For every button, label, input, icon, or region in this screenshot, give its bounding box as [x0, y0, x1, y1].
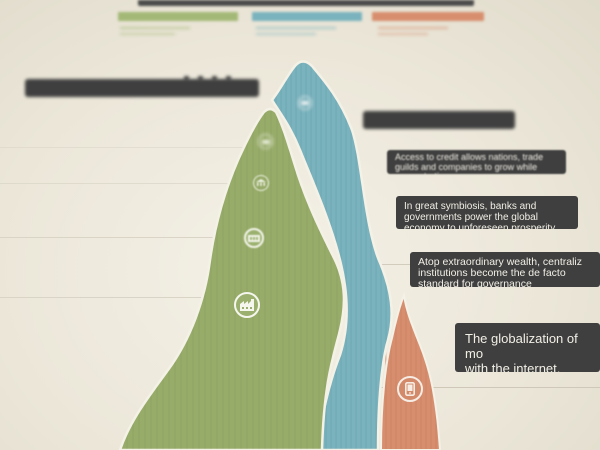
orange-stream — [379, 291, 442, 450]
callout-1 — [25, 79, 259, 97]
timeline-dots — [184, 68, 244, 81]
callout-5: Atop extraordinary wealth, centraliz ins… — [410, 252, 600, 287]
legend-text-green — [120, 27, 190, 29]
timeline-gridline — [0, 297, 225, 298]
legend-text-orange — [378, 33, 428, 35]
timeline-gridline — [0, 183, 248, 184]
ledger-icon — [244, 228, 264, 248]
scroll-icon — [298, 96, 312, 110]
legend-text-orange — [378, 27, 448, 29]
legend-chip-blue — [252, 12, 362, 21]
legend-text-green — [120, 33, 175, 35]
callout-2 — [363, 111, 515, 129]
legend-text-blue — [256, 27, 336, 29]
legend-chip-green — [118, 12, 238, 21]
mobile-phone-icon — [397, 376, 423, 402]
timeline-gridline — [372, 387, 600, 388]
legend-text-blue — [256, 33, 316, 35]
timeline-gridline — [0, 237, 238, 238]
bank-icon — [253, 175, 269, 191]
timeline-gridline — [0, 147, 260, 148]
callout-4: In great symbiosis, banks and government… — [396, 196, 578, 229]
legend-chip-orange — [372, 12, 484, 21]
callout-6: The globalization of mo with the interne… — [455, 323, 600, 372]
factory-icon — [234, 292, 260, 318]
header-bar — [138, 0, 474, 6]
coin-icon — [258, 134, 273, 149]
callout-3: Access to credit allows nations, trade g… — [387, 150, 566, 174]
timeline-gridline — [360, 264, 420, 265]
green-stream — [118, 107, 346, 450]
